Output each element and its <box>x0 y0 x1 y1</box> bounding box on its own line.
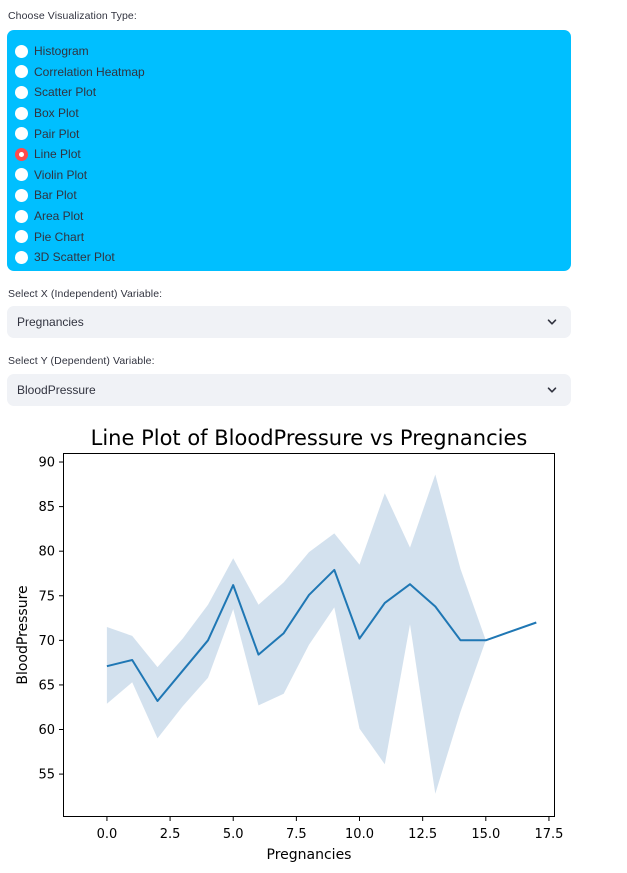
radio-option-label: Bar Plot <box>34 188 77 203</box>
x-tick-label: 17.5 <box>534 827 563 842</box>
radio-option-pie-chart[interactable]: Pie Chart <box>15 226 145 247</box>
radio-option-label: Box Plot <box>34 106 79 121</box>
radio-button[interactable] <box>15 44 28 58</box>
radio-option-3d-scatter-plot[interactable]: 3D Scatter Plot <box>15 247 145 268</box>
radio-option-violin-plot[interactable]: Violin Plot <box>15 165 145 186</box>
viz-type-radio-group: Histogram Correlation Heatmap Scatter Pl… <box>7 30 571 271</box>
line-plot-chart: Line Plot of BloodPressure vs Pregnancie… <box>0 418 627 873</box>
radio-option-label: Line Plot <box>34 147 81 162</box>
y-tick-label: 85 <box>38 500 55 515</box>
y-tick-label: 80 <box>38 545 55 560</box>
y-tick-label: 55 <box>38 768 55 783</box>
radio-option-line-plot[interactable]: Line Plot <box>15 144 145 165</box>
radio-option-label: Area Plot <box>34 209 84 224</box>
viz-type-options: Histogram Correlation Heatmap Scatter Pl… <box>15 41 145 268</box>
x-tick-label: 15.0 <box>471 827 500 842</box>
chart-title: Line Plot of BloodPressure vs Pregnancie… <box>91 426 528 450</box>
x-tick-label: 7.5 <box>286 827 307 842</box>
radio-option-label: Pie Chart <box>34 229 85 244</box>
y-axis-ticks: 55 60 65 70 75 80 85 90 <box>38 456 64 783</box>
x-tick-label: 2.5 <box>160 827 181 842</box>
radio-button[interactable] <box>15 127 28 141</box>
y-variable-value: BloodPressure <box>17 383 96 397</box>
x-tick-label: 0.0 <box>97 827 118 842</box>
y-tick-label: 90 <box>38 456 55 471</box>
x-tick-label: 5.0 <box>223 827 244 842</box>
radio-option-correlation-heatmap[interactable]: Correlation Heatmap <box>15 62 145 83</box>
radio-button[interactable] <box>15 168 28 182</box>
radio-option-label: Histogram <box>34 44 89 59</box>
radio-button[interactable] <box>15 188 28 202</box>
radio-button[interactable] <box>15 106 28 120</box>
x-variable-value: Pregnancies <box>17 315 84 329</box>
chevron-down-icon[interactable] <box>547 317 557 327</box>
radio-option-box-plot[interactable]: Box Plot <box>15 103 145 124</box>
y-variable-label: Select Y (Dependent) Variable: <box>8 355 155 367</box>
radio-button[interactable] <box>15 147 28 161</box>
radio-option-label: Pair Plot <box>34 126 80 141</box>
x-tick-label: 10.0 <box>345 827 374 842</box>
chevron-down-icon[interactable] <box>547 385 557 395</box>
radio-option-label: Scatter Plot <box>34 85 97 100</box>
x-axis-label: Pregnancies <box>267 847 352 863</box>
radio-option-histogram[interactable]: Histogram <box>15 41 145 62</box>
viz-type-label: Choose Visualization Type: <box>8 10 137 22</box>
radio-option-bar-plot[interactable]: Bar Plot <box>15 185 145 206</box>
radio-button[interactable] <box>15 65 28 79</box>
radio-button[interactable] <box>15 209 28 223</box>
radio-option-pair-plot[interactable]: Pair Plot <box>15 123 145 144</box>
radio-option-label: 3D Scatter Plot <box>34 250 115 265</box>
x-variable-label: Select X (Independent) Variable: <box>8 288 163 300</box>
x-tick-label: 12.5 <box>408 827 437 842</box>
y-tick-label: 60 <box>38 723 55 738</box>
line-plot-svg: Line Plot of BloodPressure vs Pregnancie… <box>15 426 563 863</box>
series-line-layer <box>106 568 537 702</box>
confidence-band-0 <box>106 474 537 794</box>
radio-option-scatter-plot[interactable]: Scatter Plot <box>15 82 145 103</box>
radio-button[interactable] <box>15 230 28 244</box>
y-tick-label: 75 <box>38 589 55 604</box>
y-axis-label: BloodPressure <box>15 585 31 684</box>
radio-button[interactable] <box>15 250 28 264</box>
radio-option-label: Violin Plot <box>34 167 88 182</box>
y-variable-select[interactable]: BloodPressure <box>7 374 571 406</box>
y-tick-label: 65 <box>38 678 55 693</box>
radio-option-label: Correlation Heatmap <box>34 64 145 79</box>
confidence-band-layer <box>106 474 537 794</box>
radio-button[interactable] <box>15 85 28 99</box>
plot-frame <box>63 453 555 817</box>
radio-option-area-plot[interactable]: Area Plot <box>15 206 145 227</box>
x-variable-select[interactable]: Pregnancies <box>7 306 571 338</box>
x-axis-ticks: 0.0 2.5 5.0 7.5 10.0 12.5 15.0 17.5 <box>97 816 563 842</box>
y-tick-label: 70 <box>38 634 55 649</box>
